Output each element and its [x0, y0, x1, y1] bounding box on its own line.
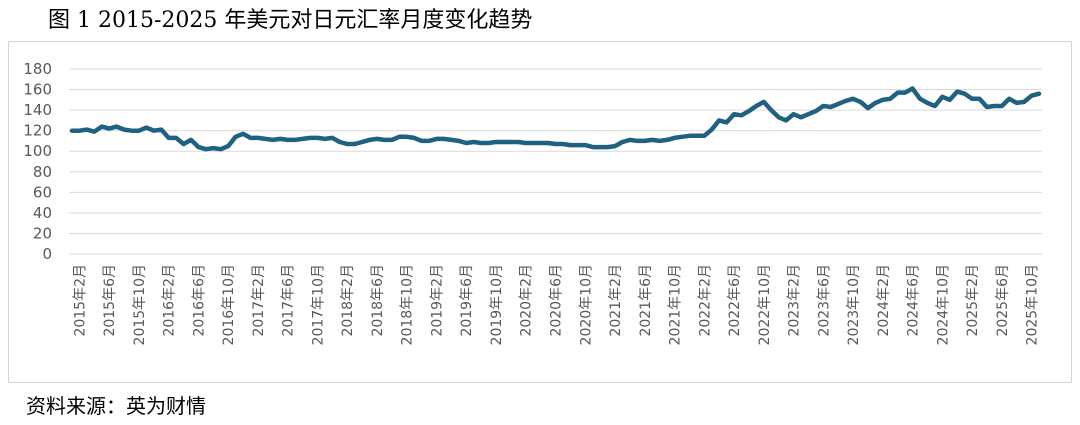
x-tick-label: 2022年2月 [697, 264, 713, 337]
grid-lines [69, 68, 1042, 255]
y-tick-label: 180 [23, 60, 52, 78]
x-tick-label: 2019年2月 [429, 264, 445, 337]
x-tick-label: 2023年6月 [816, 264, 832, 337]
x-tick-label: 2018年10月 [400, 264, 416, 345]
source-note: 资料来源：英为财情 [26, 394, 206, 418]
x-tick-label: 2023年10月 [846, 264, 862, 345]
x-tick-label: 2025年6月 [995, 264, 1011, 337]
y-tick-label: 60 [33, 183, 52, 201]
x-tick-label: 2019年10月 [489, 264, 505, 345]
x-tick-label: 2015年6月 [102, 264, 118, 337]
y-tick-label: 80 [33, 163, 52, 181]
x-axis-ticks: 2015年2月 2015年6月 2015年10月 2016年2月 2016年6月 2016… [72, 264, 1040, 345]
x-tick-label: 2025年10月 [1025, 264, 1041, 345]
x-tick-label: 2019年6月 [459, 264, 475, 337]
chart-frame [8, 41, 1072, 383]
x-tick-label: 2017年6月 [281, 264, 297, 337]
x-tick-label: 2020年6月 [549, 264, 565, 337]
y-axis-ticks: 0 20 40 60 80 100 120 140 160 180 [23, 60, 52, 263]
x-tick-label: 2015年2月 [72, 264, 88, 337]
x-tick-label: 2023年2月 [787, 264, 803, 337]
x-tick-label: 2021年10月 [668, 264, 684, 345]
y-tick-label: 120 [23, 122, 52, 140]
x-tick-label: 2022年6月 [727, 264, 743, 337]
x-tick-label: 2020年10月 [578, 264, 594, 345]
x-tick-label: 2015年10月 [132, 264, 148, 345]
x-tick-label: 2025年2月 [965, 264, 981, 337]
y-tick-label: 20 [33, 224, 52, 242]
x-tick-label: 2018年2月 [340, 264, 356, 337]
x-tick-label: 2022年10月 [757, 264, 773, 345]
x-tick-label: 2021年6月 [638, 264, 654, 337]
page-title: 图 1 2015-2025 年美元对日元汇率月度变化趋势 [48, 8, 533, 33]
x-tick-label: 2020年2月 [519, 264, 535, 337]
x-tick-label: 2017年10月 [310, 264, 326, 345]
y-tick-label: 40 [33, 204, 52, 222]
x-tick-label: 2024年10月 [935, 264, 951, 345]
series-layer [69, 86, 1042, 152]
x-tick-label: 2016年2月 [162, 264, 178, 337]
x-tick-label: 2024年6月 [906, 264, 922, 337]
y-tick-label: 140 [23, 101, 52, 119]
y-tick-label: 160 [23, 81, 52, 99]
x-tick-label: 2016年10月 [221, 264, 237, 345]
y-tick-label: 100 [23, 142, 52, 160]
x-tick-label: 2021年2月 [608, 264, 624, 337]
x-tick-label: 2017年2月 [251, 264, 267, 337]
series-line [69, 86, 1042, 152]
y-tick-label: 0 [42, 245, 52, 263]
x-tick-label: 2018年6月 [370, 264, 386, 337]
x-tick-label: 2024年2月 [876, 264, 892, 337]
x-tick-label: 2016年6月 [191, 264, 207, 337]
